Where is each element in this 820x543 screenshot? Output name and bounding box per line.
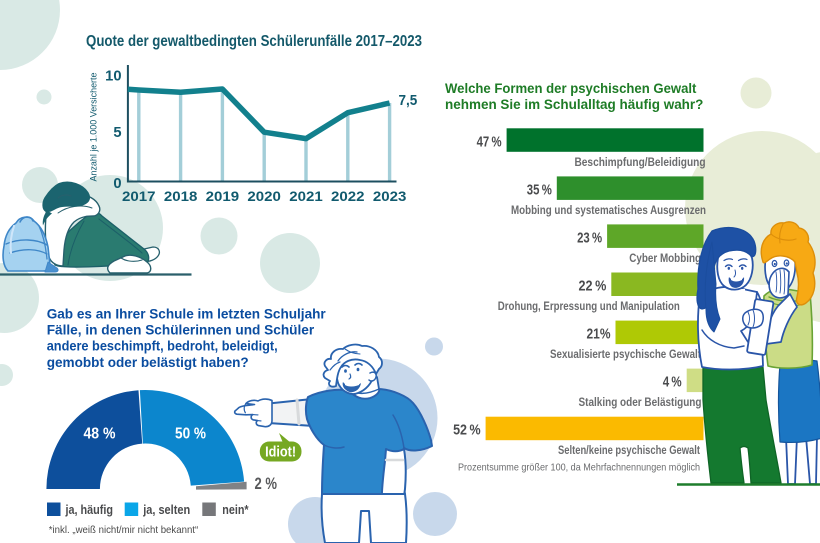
svg-text:Idiot!: Idiot! xyxy=(265,445,296,461)
svg-text:0: 0 xyxy=(113,176,121,192)
svg-text:ja, häufig: ja, häufig xyxy=(65,502,113,517)
svg-text:35 %: 35 % xyxy=(527,182,552,198)
svg-text:Sexualisierte psychische Gewal: Sexualisierte psychische Gewalt xyxy=(550,348,701,361)
svg-text:2021: 2021 xyxy=(289,188,323,204)
svg-text:2 %: 2 % xyxy=(255,475,278,493)
svg-text:Prozentsumme größer 100, da Me: Prozentsumme größer 100, da Mehrfachnenn… xyxy=(458,463,700,474)
svg-text:gemobbt oder belästigt haben?: gemobbt oder belästigt haben? xyxy=(47,355,249,371)
svg-text:Mobbing und systematisches Aus: Mobbing und systematisches Ausgrenzen xyxy=(511,204,706,217)
svg-text:Quote der gewaltbedingten Schü: Quote der gewaltbedingten Schülerunfälle… xyxy=(86,33,422,50)
svg-text:Stalking oder Belästigung: Stalking oder Belästigung xyxy=(579,396,702,409)
svg-text:2019: 2019 xyxy=(206,188,240,204)
svg-text:Gab es an Ihrer Schule im letz: Gab es an Ihrer Schule im letzten Schulj… xyxy=(47,306,326,322)
svg-text:50 %: 50 % xyxy=(175,426,206,443)
svg-text:ja, selten: ja, selten xyxy=(142,502,190,517)
svg-text:10: 10 xyxy=(105,68,121,84)
svg-text:2020: 2020 xyxy=(247,188,281,204)
svg-text:2022: 2022 xyxy=(331,188,365,204)
svg-text:Anzahl je 1.000 Versicherte: Anzahl je 1.000 Versicherte xyxy=(89,73,100,182)
svg-text:2017: 2017 xyxy=(122,188,156,204)
svg-text:52 %: 52 % xyxy=(453,423,481,439)
svg-text:Drohung, Erpressung und Manipu: Drohung, Erpressung und Manipulation xyxy=(498,300,680,313)
svg-text:2023: 2023 xyxy=(373,188,407,204)
svg-text:*inkl. „weiß nicht/mir nicht b: *inkl. „weiß nicht/mir nicht bekannt“ xyxy=(49,525,199,536)
svg-text:47 %: 47 % xyxy=(477,134,502,150)
svg-text:andere beschimpft, bedroht, be: andere beschimpft, bedroht, beleidigt, xyxy=(47,339,278,355)
svg-text:23 %: 23 % xyxy=(577,230,602,246)
svg-text:4 %: 4 % xyxy=(663,375,682,391)
svg-text:nehmen Sie im Schulalltag häuf: nehmen Sie im Schulalltag häufig wahr? xyxy=(445,97,703,112)
svg-text:Selten/keine psychische Gewalt: Selten/keine psychische Gewalt xyxy=(558,444,700,457)
svg-text:48 %: 48 % xyxy=(84,426,116,443)
svg-text:2018: 2018 xyxy=(164,188,198,204)
svg-text:Welche Formen der psychischen: Welche Formen der psychischen Gewalt xyxy=(445,81,697,96)
svg-text:7,5: 7,5 xyxy=(399,92,418,109)
svg-text:22 %: 22 % xyxy=(579,279,607,295)
svg-text:nein*: nein* xyxy=(222,502,249,517)
svg-text:Beschimpfung/Beleidigung: Beschimpfung/Beleidigung xyxy=(575,156,706,169)
svg-text:5: 5 xyxy=(113,125,121,141)
svg-text:21%: 21% xyxy=(587,327,611,343)
svg-text:Cyber Mobbing: Cyber Mobbing xyxy=(629,252,701,265)
svg-text:Fälle, in denen Schülerinnen u: Fälle, in denen Schülerinnen und Schüler xyxy=(47,323,315,339)
